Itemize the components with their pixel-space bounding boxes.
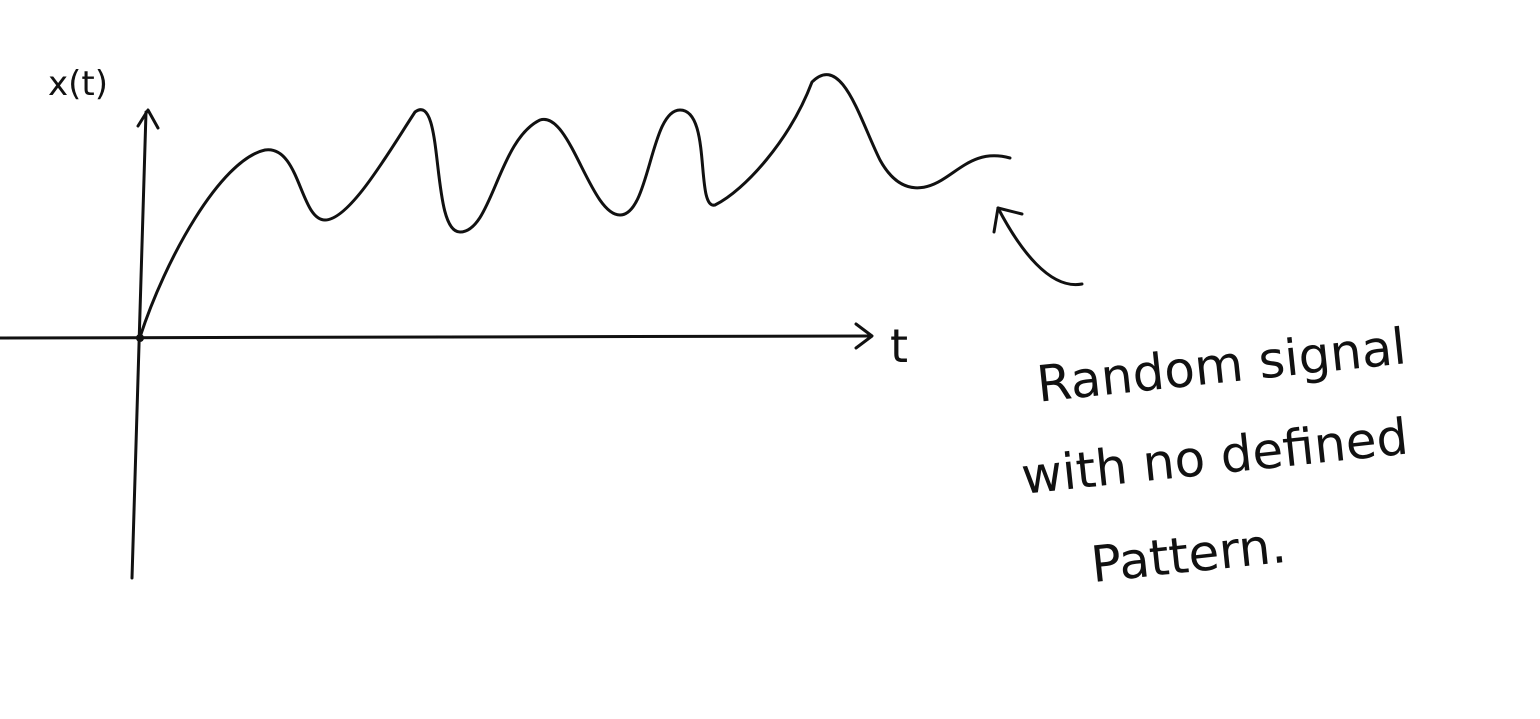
random-signal: [138, 73, 1012, 339]
x-axis-label: t: [890, 319, 908, 373]
y-axis: [130, 110, 148, 580]
y-axis-arrowhead: [136, 108, 160, 130]
x-axis: [0, 334, 872, 340]
pointer-arrow: [996, 206, 1084, 287]
x-axis-arrowhead: [854, 322, 874, 350]
y-axis-label: x(t): [48, 64, 108, 104]
pointer-arrowhead: [992, 206, 1024, 234]
